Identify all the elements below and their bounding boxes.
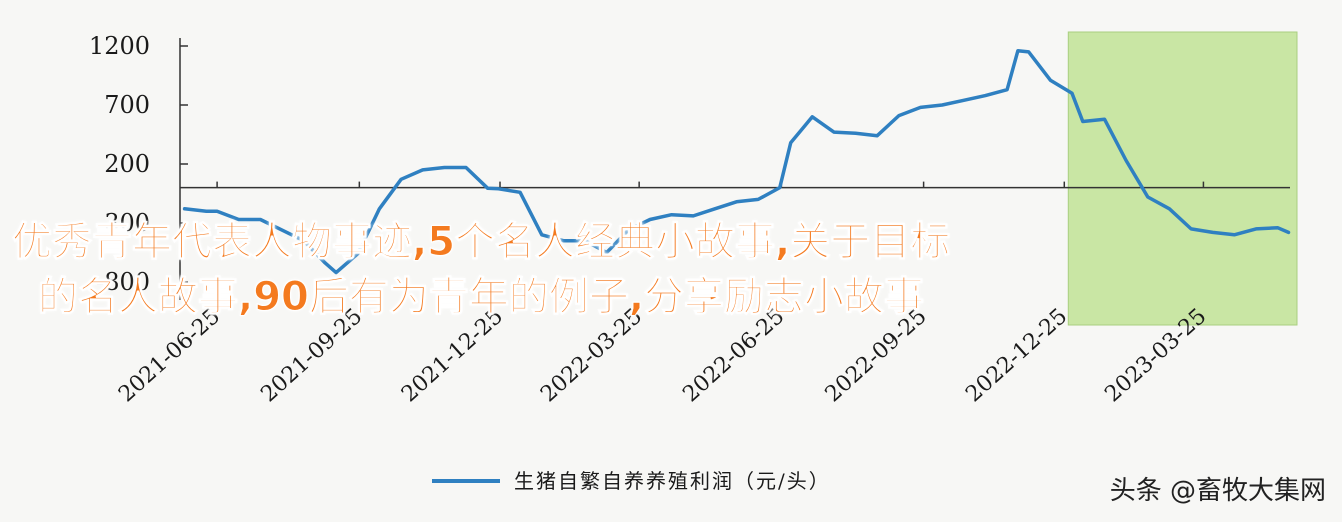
overlay-title-line-2: 的名人故事,90后有为青年的例子,分享励志小故事 — [38, 274, 925, 321]
y-tick-labels: 1200 700 200 -300 -800 — [89, 32, 150, 296]
x-tick-marks — [216, 181, 1205, 188]
y-tick-label: 200 — [104, 150, 150, 178]
y-tick-label: 700 — [104, 91, 150, 119]
highlight-region — [1067, 31, 1298, 326]
y-tick-label: -800 — [96, 268, 150, 296]
overlay-title-line-1: 优秀青年代表人物事迹,5个名人经典小故事,关于目标 — [12, 219, 951, 266]
watermark: 头条 @畜牧大集网 — [1109, 476, 1326, 506]
legend: 生猪自繁自养养殖利润（元/头） — [432, 469, 831, 493]
y-tick-label: -300 — [96, 209, 150, 237]
series-line-profit — [182, 48, 1291, 275]
y-axis — [179, 38, 188, 300]
y-tick-label: 1200 — [89, 32, 150, 60]
legend-label: 生猪自繁自养养殖利润（元/头） — [514, 469, 831, 493]
